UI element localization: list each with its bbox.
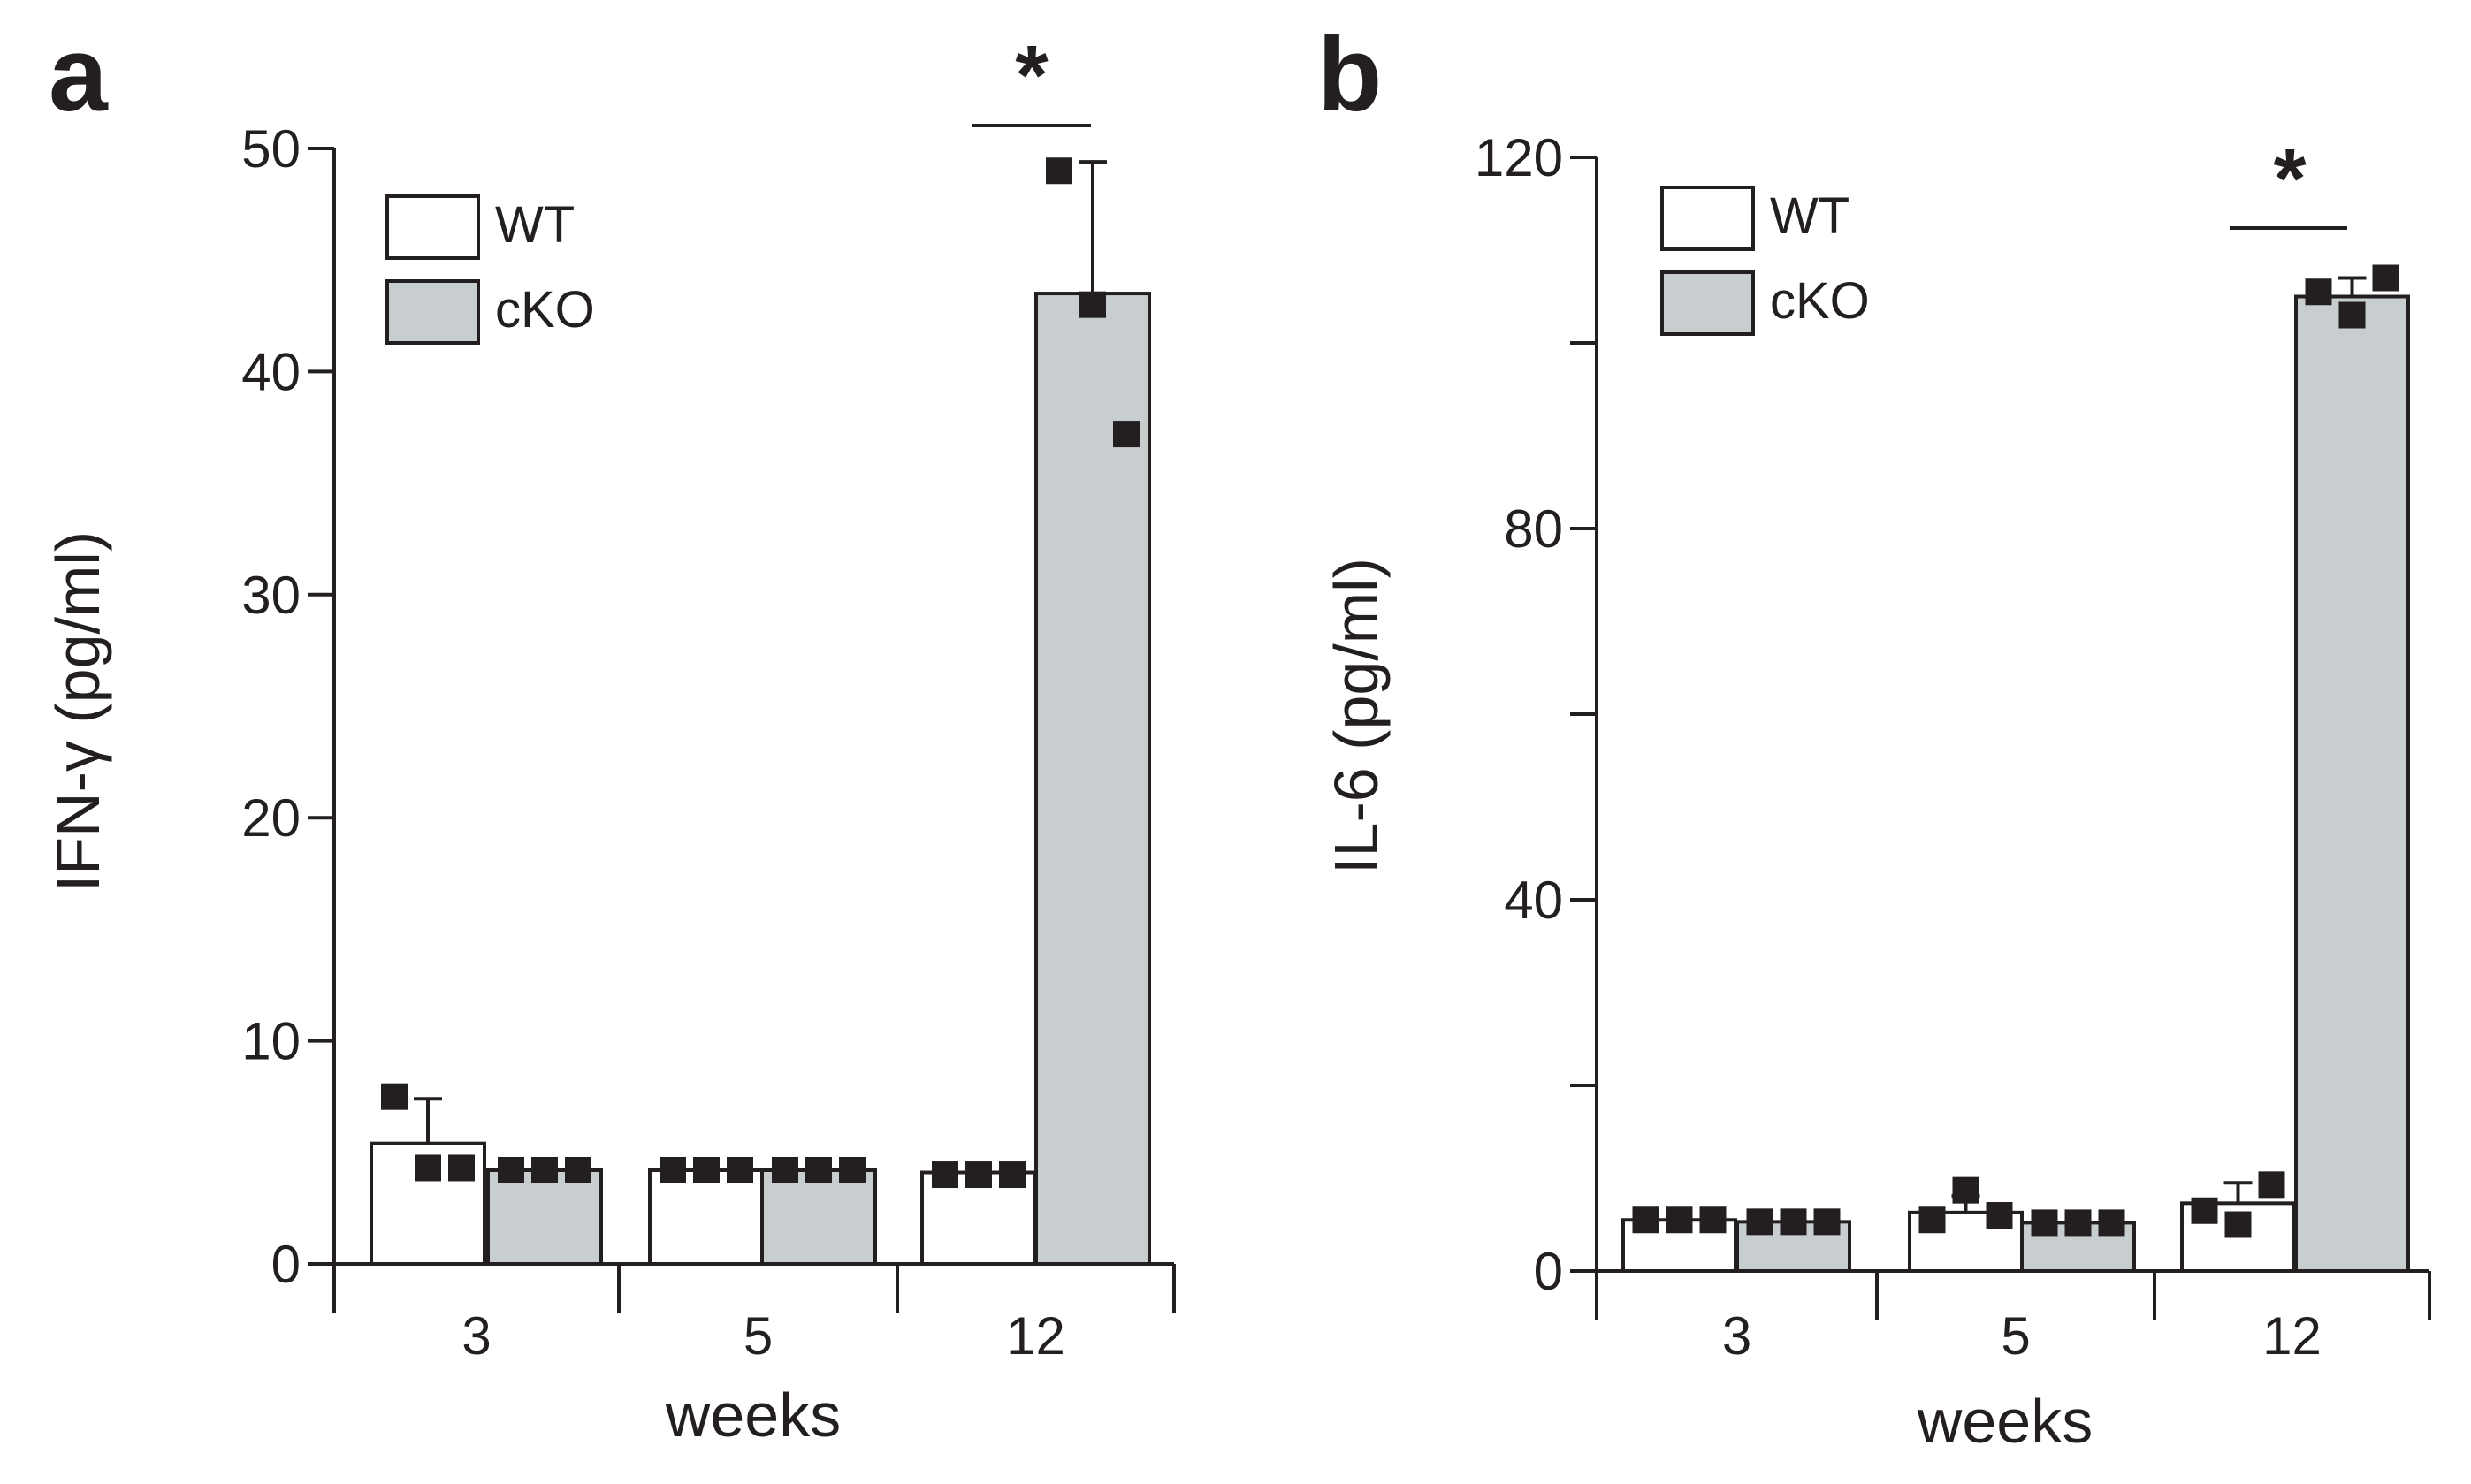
y-tick-label: 30 xyxy=(241,566,301,625)
x-category-label: 5 xyxy=(744,1306,773,1366)
legend-label: cKO xyxy=(495,281,595,339)
data-point xyxy=(1813,1208,1841,1236)
data-point xyxy=(999,1161,1026,1189)
x-axis-title: weeks xyxy=(1917,1387,2093,1456)
legend-swatch-cko xyxy=(385,279,480,345)
bar-cko-12 xyxy=(1034,292,1151,1266)
bar-wt-5 xyxy=(648,1168,765,1266)
x-category-label: 3 xyxy=(1722,1306,1751,1366)
data-point xyxy=(448,1154,475,1182)
y-axis-title: IFN-γ (pg/ml) xyxy=(43,531,112,892)
y-tick-label: 40 xyxy=(241,342,301,401)
data-point xyxy=(1079,291,1106,318)
data-point xyxy=(1986,1202,2013,1229)
y-tick-label: 80 xyxy=(1504,499,1563,559)
data-point xyxy=(660,1156,686,1183)
legend-swatch-cko xyxy=(1660,270,1755,336)
data-point xyxy=(531,1156,558,1183)
x-category-label: 12 xyxy=(2262,1306,2322,1366)
data-point xyxy=(2372,264,2399,292)
significance-star: * xyxy=(1015,28,1049,123)
y-tick-label: 20 xyxy=(241,788,301,848)
y-tick-label: 0 xyxy=(271,1235,301,1294)
legend-label: WT xyxy=(495,196,575,254)
y-tick-label: 50 xyxy=(241,119,301,179)
y-tick-label: 0 xyxy=(1534,1242,1563,1301)
y-tick-label: 120 xyxy=(1475,128,1563,187)
data-point xyxy=(381,1083,408,1110)
data-point xyxy=(2064,1209,2092,1237)
legend-swatch-wt xyxy=(1660,186,1755,251)
data-point xyxy=(1780,1208,1807,1236)
data-point xyxy=(1113,421,1140,448)
data-point xyxy=(1952,1176,1979,1204)
panel-a-chart: a 0 10 20 30 40 50 3 5 12 weeks IFN-γ (pg/ml) WT cKO * xyxy=(43,15,1176,1450)
x-category-label: 12 xyxy=(1006,1306,1065,1366)
data-point xyxy=(2098,1209,2125,1237)
y-tick-label: 10 xyxy=(241,1012,301,1071)
data-point xyxy=(565,1156,591,1183)
x-category-label: 5 xyxy=(2001,1306,2030,1366)
panel-letter: b xyxy=(1317,15,1382,133)
bar-cko-12 xyxy=(2294,294,2410,1273)
data-point xyxy=(727,1156,753,1183)
data-point xyxy=(498,1156,524,1183)
panel-letter: a xyxy=(49,15,109,133)
bar-cko-3 xyxy=(486,1168,603,1266)
y-tick-label: 40 xyxy=(1504,871,1563,930)
data-point xyxy=(1746,1208,1773,1236)
x-axis-title: weeks xyxy=(665,1381,841,1450)
data-point xyxy=(415,1154,441,1182)
data-point xyxy=(2338,301,2366,329)
legend-label: WT xyxy=(1770,187,1849,245)
data-point xyxy=(2224,1211,2252,1238)
data-point xyxy=(2305,278,2332,306)
bar-cko-5 xyxy=(760,1168,877,1266)
data-point xyxy=(805,1156,832,1183)
legend-swatch-wt xyxy=(385,194,480,260)
panel-b-chart: b 0 40 80 120 3 5 12 weeks IL-6 (pg/ml) WT cKO * xyxy=(1317,15,2431,1456)
legend-label: cKO xyxy=(1770,272,1870,330)
data-point xyxy=(693,1156,720,1183)
data-point xyxy=(1918,1206,1946,1234)
data-point xyxy=(839,1156,866,1183)
data-point xyxy=(772,1156,798,1183)
data-point xyxy=(1699,1206,1727,1234)
data-point xyxy=(1666,1206,1693,1234)
significance-star: * xyxy=(2273,132,2307,226)
data-point xyxy=(932,1161,958,1189)
data-point xyxy=(2031,1209,2058,1237)
data-point xyxy=(2258,1171,2285,1199)
y-axis-title: IL-6 (pg/ml) xyxy=(1322,558,1391,874)
data-point xyxy=(2191,1197,2218,1224)
data-point xyxy=(1632,1206,1659,1234)
x-category-label: 3 xyxy=(461,1306,491,1366)
data-point xyxy=(1046,157,1072,185)
data-point xyxy=(965,1161,992,1189)
